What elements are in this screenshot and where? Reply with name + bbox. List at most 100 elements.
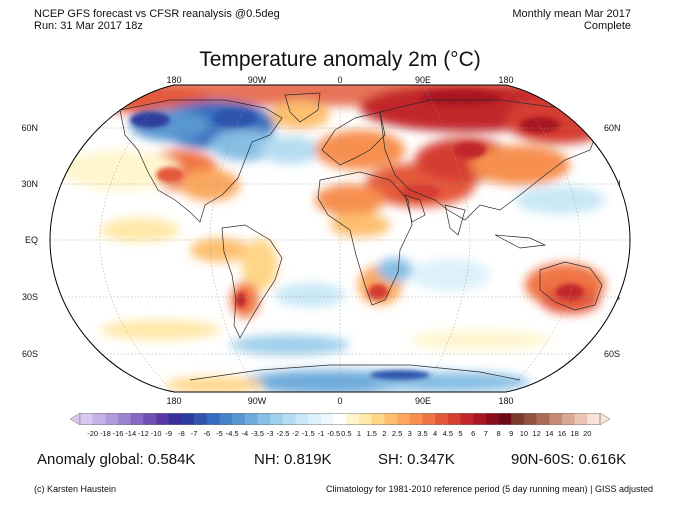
colorbar-tick-label: 2 — [382, 429, 387, 438]
colorbar-tick-label: -9 — [165, 429, 173, 438]
colorbar — [70, 413, 610, 425]
colorbar-segment — [397, 413, 411, 425]
colorbar-tick-label: -4.5 — [225, 429, 239, 438]
colorbar-segment — [105, 413, 119, 425]
colorbar-segment — [118, 413, 132, 425]
colorbar-tick-label: 10 — [519, 429, 529, 438]
colorbar-tick-label: 20 — [583, 429, 592, 438]
graticule — [50, 85, 630, 392]
map-field — [50, 85, 630, 392]
colorbar-tick-label: 0.5 — [341, 429, 352, 438]
lon-label-bottom-180e: 180 — [498, 396, 514, 406]
colorbar-tick-label: 8 — [496, 429, 501, 438]
colorbar-tick-label: 4.5 — [442, 429, 454, 438]
stat-nh-anomaly: NH: 0.819K — [254, 451, 332, 468]
colorbar-segment — [130, 413, 144, 425]
colorbar-tick-label: 1.5 — [366, 429, 377, 438]
header-period-line: Monthly mean Mar 2017 — [512, 8, 631, 20]
colorbar-segment — [295, 413, 309, 425]
colorbar-tick-label: 2.5 — [391, 429, 403, 438]
header-run-line: Run: 31 Mar 2017 18z — [34, 20, 143, 32]
lon-label-top-90w: 90W — [247, 75, 267, 85]
colorbar-segment — [219, 413, 233, 425]
colorbar-tick-label: -3.5 — [251, 429, 265, 438]
colorbar-tick-label: 14 — [545, 429, 554, 438]
colorbar-tick-label: 1 — [356, 429, 362, 438]
colorbar-frame — [79, 413, 601, 425]
colorbar-segment — [435, 413, 449, 425]
colorbar-segment — [346, 413, 360, 425]
colorbar-tick-label: -16 — [112, 429, 124, 438]
colorbar-tick-label: -2.5 — [276, 429, 290, 438]
colorbar-tick-label: 6 — [471, 429, 476, 438]
colorbar-segment — [371, 413, 385, 425]
colorbar-tick-label: -6 — [203, 429, 211, 438]
coastlines — [119, 92, 617, 381]
colorbar-segment — [308, 413, 322, 425]
lon-label-top-180e: 180 — [498, 75, 514, 85]
colorbar-segment — [257, 413, 271, 425]
colorbar-tick-label: -5 — [216, 429, 223, 438]
colorbar-segment — [244, 413, 258, 425]
colorbar-tick-label: 12 — [532, 429, 541, 438]
colorbar-min-extend — [70, 413, 81, 425]
colorbar-segment — [359, 413, 373, 425]
colorbar-segment — [320, 413, 334, 425]
colorbar-tick-label: -18 — [99, 429, 111, 438]
footer-climatology-note: Climatology for 1981-2010 reference peri… — [326, 484, 654, 494]
lon-label-top-180w: 180 — [166, 75, 182, 85]
colorbar-segment — [168, 413, 182, 425]
colorbar-segment — [282, 413, 296, 425]
lat-label-left-30n: 30N — [21, 179, 38, 189]
colorbar-segment — [156, 413, 170, 425]
stat-sh-anomaly: SH: 0.347K — [378, 451, 455, 468]
lat-label-left-60s: 60S — [21, 349, 38, 359]
header-period-info: Monthly mean Mar 2017 Complete — [512, 8, 631, 32]
colorbar-segment — [549, 413, 563, 425]
colorbar-tick-label: -0.5 — [327, 429, 341, 438]
colorbar-segment — [460, 413, 474, 425]
colorbar-tick-label: -3 — [266, 429, 274, 438]
colorbar-segment — [511, 413, 525, 425]
header-model-info: NCEP GFS forecast vs CFSR reanalysis @0.… — [34, 8, 280, 32]
colorbar-tick-label: -1.5 — [301, 429, 315, 438]
colorbar-tick-label: -4 — [241, 429, 249, 438]
colorbar-tick-label: -7 — [190, 429, 198, 438]
lat-label-right-60n: 60N — [604, 123, 621, 133]
colorbar-segment — [561, 413, 575, 425]
colorbar-tick-label: 9 — [509, 429, 514, 438]
lon-label-bottom-90e: 90E — [414, 396, 432, 406]
colorbar-segment — [143, 413, 157, 425]
colorbar-tick-label: -2 — [292, 429, 299, 438]
colorbar-segment — [536, 413, 550, 425]
colorbar-segment — [92, 413, 106, 425]
stat-band-anomaly: 90N-60S: 0.616K — [511, 451, 627, 468]
lon-label-bottom-90w: 90W — [247, 396, 267, 406]
lon-label-bottom-0: 0 — [337, 396, 343, 406]
colorbar-segment — [333, 413, 347, 425]
colorbar-segment — [232, 413, 246, 425]
colorbar-tick-label: 18 — [570, 429, 579, 438]
colorbar-tick-label: -12 — [137, 429, 149, 438]
stat-global-anomaly: Anomaly global: 0.584K — [37, 451, 196, 468]
colorbar-segment — [587, 413, 601, 425]
colorbar-segment — [409, 413, 423, 425]
colorbar-segment — [194, 413, 208, 425]
map-title: Temperature anomaly 2m (°C) — [199, 48, 481, 71]
header-model-line: NCEP GFS forecast vs CFSR reanalysis @0.… — [34, 8, 280, 20]
lat-label-left-30s: 30S — [21, 292, 38, 302]
colorbar-segment — [206, 413, 220, 425]
lat-label-left-60n: 60N — [21, 123, 38, 133]
colorbar-tick-label: 5 — [458, 429, 463, 438]
lon-label-top-0: 0 — [337, 75, 343, 85]
colorbar-tick-label: -8 — [178, 429, 185, 438]
colorbar-tick-label: -20 — [87, 429, 99, 438]
header-status-line: Complete — [583, 20, 631, 32]
colorbar-segment — [574, 413, 588, 425]
colorbar-tick-label: 7 — [483, 429, 488, 438]
colorbar-tick-label: -1 — [317, 429, 325, 438]
colorbar-tick-label: 16 — [557, 429, 567, 438]
colorbar-tick-label: 4 — [433, 429, 438, 438]
lat-label-left-eq: EQ — [24, 235, 38, 245]
